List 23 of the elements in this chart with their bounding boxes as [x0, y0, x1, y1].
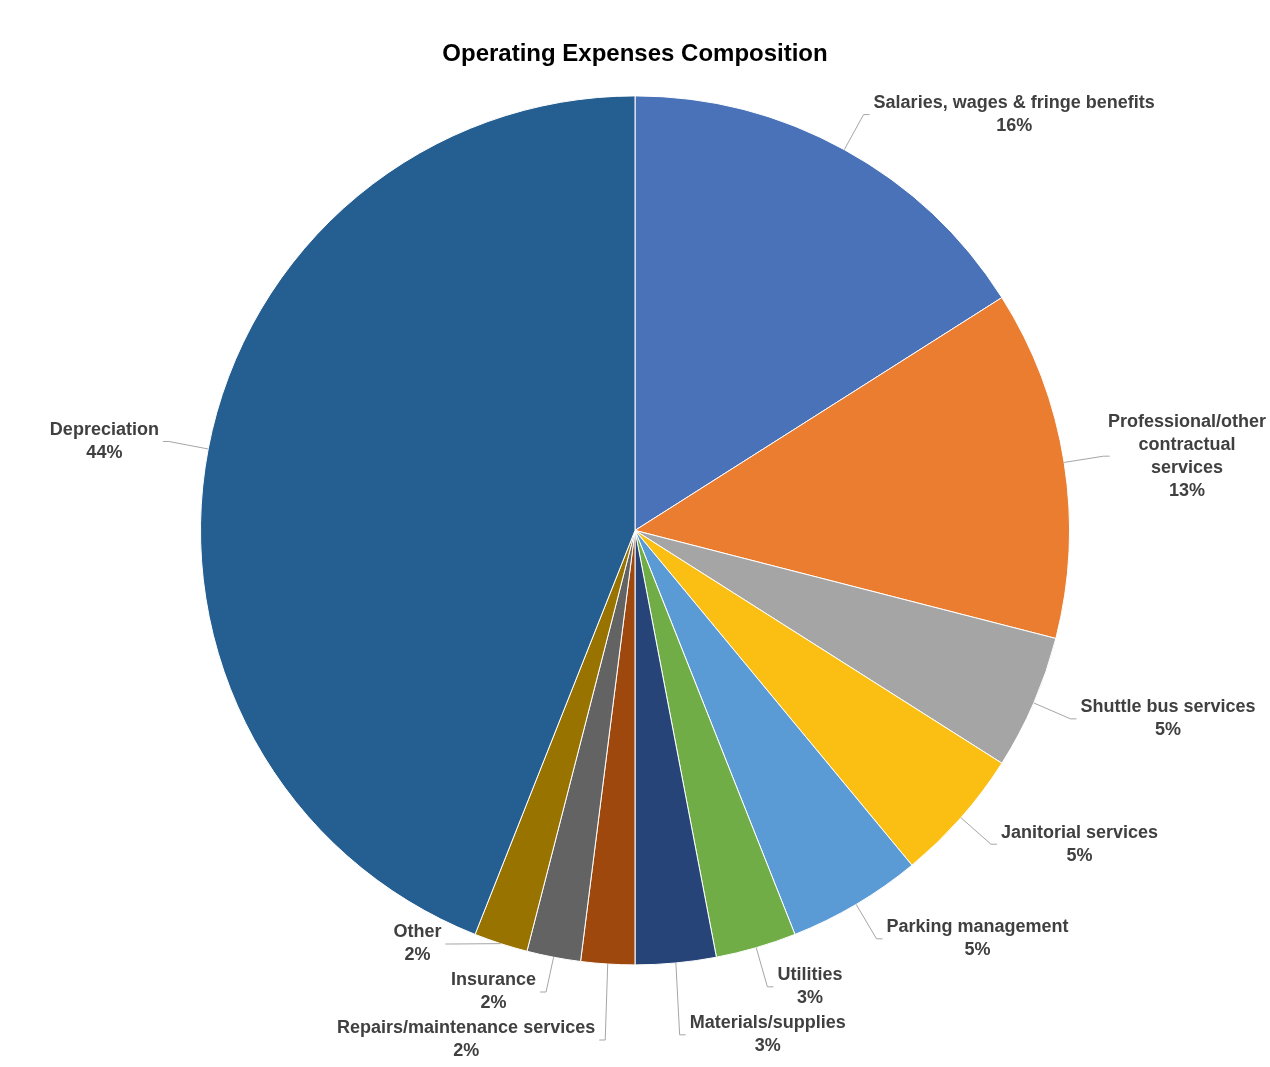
slice-label: Other [393, 921, 442, 942]
slice-label: Materials/supplies [689, 1012, 846, 1033]
slice-label: Janitorial services [1000, 821, 1159, 842]
slice-label: Professional/other contractual services [1107, 410, 1267, 477]
slice-label: Repairs/maintenance services [337, 1017, 596, 1038]
data-label: 3% [796, 987, 823, 1008]
data-label: 16% [996, 115, 1033, 136]
slice-label: Depreciation [49, 418, 159, 439]
slice-label: Utilities [777, 964, 843, 985]
data-label: 2% [453, 1040, 480, 1061]
data-label: 5% [1066, 844, 1093, 865]
slice-label: Salaries, wages & fringe benefits [873, 92, 1155, 113]
data-label: 5% [964, 939, 991, 960]
data-label: 5% [1155, 719, 1182, 740]
data-label: 13% [1168, 479, 1205, 500]
slice-label: Insurance [451, 969, 537, 990]
data-label: 2% [404, 944, 431, 965]
chart-title: Operating Expenses Composition [442, 39, 828, 67]
slice-label: Shuttle bus services [1080, 696, 1256, 717]
data-label: 44% [86, 441, 123, 462]
slice-label: Parking management [886, 916, 1069, 937]
data-label: 3% [754, 1035, 781, 1056]
data-label: 2% [480, 992, 507, 1013]
